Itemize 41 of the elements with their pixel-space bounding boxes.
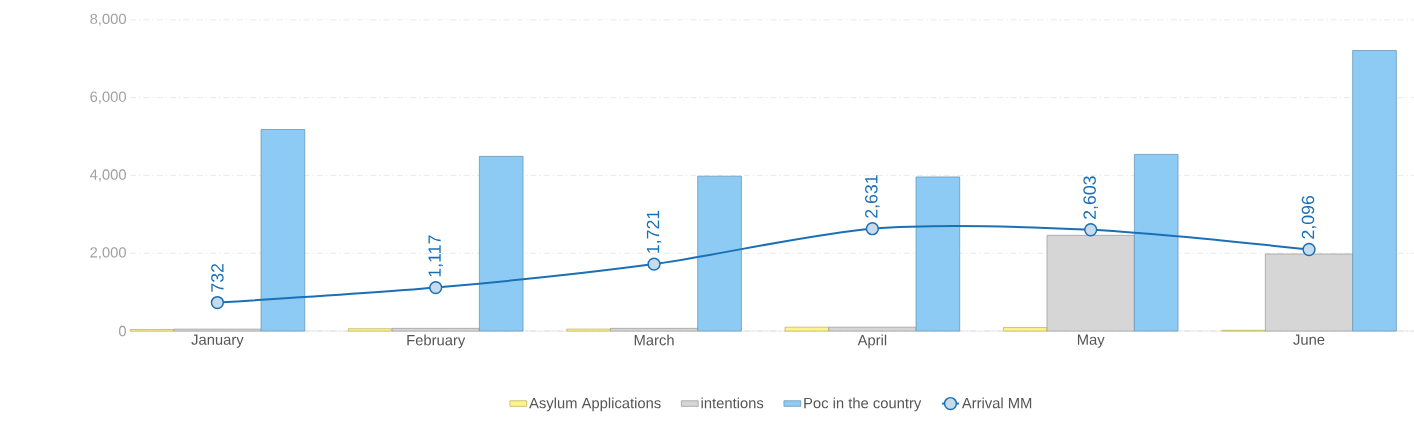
y-tick-label: 4,000 — [89, 169, 126, 182]
data-label: 2,603 — [1083, 176, 1099, 219]
bar — [1133, 154, 1179, 332]
bar — [915, 176, 961, 332]
data-label: 1,117 — [428, 235, 443, 277]
y-tick-label: 6,000 — [90, 91, 126, 104]
bar — [1352, 50, 1397, 332]
x-tick-label: March — [634, 334, 674, 346]
bar — [609, 327, 699, 332]
bar — [391, 327, 480, 332]
point — [429, 280, 443, 295]
x-tick-label: January — [191, 334, 244, 348]
data-label: 1,721 — [646, 210, 662, 253]
x-tick-label: April — [857, 334, 887, 349]
x-tick-label: May — [1077, 334, 1105, 348]
bar — [478, 155, 524, 332]
bar — [1264, 253, 1354, 332]
x-tick-label: February — [407, 334, 466, 349]
bar — [260, 129, 306, 332]
bar — [1046, 234, 1135, 332]
point — [210, 295, 225, 310]
legend-label: intentions — [701, 397, 764, 409]
bar — [784, 326, 830, 332]
point — [647, 257, 661, 271]
bar — [697, 175, 742, 332]
data-label: 2,096 — [1301, 196, 1317, 239]
point — [1084, 223, 1098, 237]
bar — [347, 328, 393, 332]
data-label: 732 — [211, 263, 224, 292]
y-tick-label: 0 — [118, 325, 126, 337]
y-tick-label: 2,000 — [90, 247, 126, 260]
point — [865, 222, 880, 236]
bar — [828, 326, 917, 332]
legend-label: Asylum Applications — [529, 397, 661, 412]
point — [1302, 242, 1316, 257]
legend-label: Arrival MM — [961, 397, 1032, 409]
data-label: 2,631 — [865, 175, 880, 218]
x-tick-label: June — [1293, 334, 1325, 345]
bar — [1002, 327, 1048, 332]
y-tick-label: 8,000 — [90, 13, 126, 26]
legend-label: Poc in the country — [804, 397, 922, 412]
